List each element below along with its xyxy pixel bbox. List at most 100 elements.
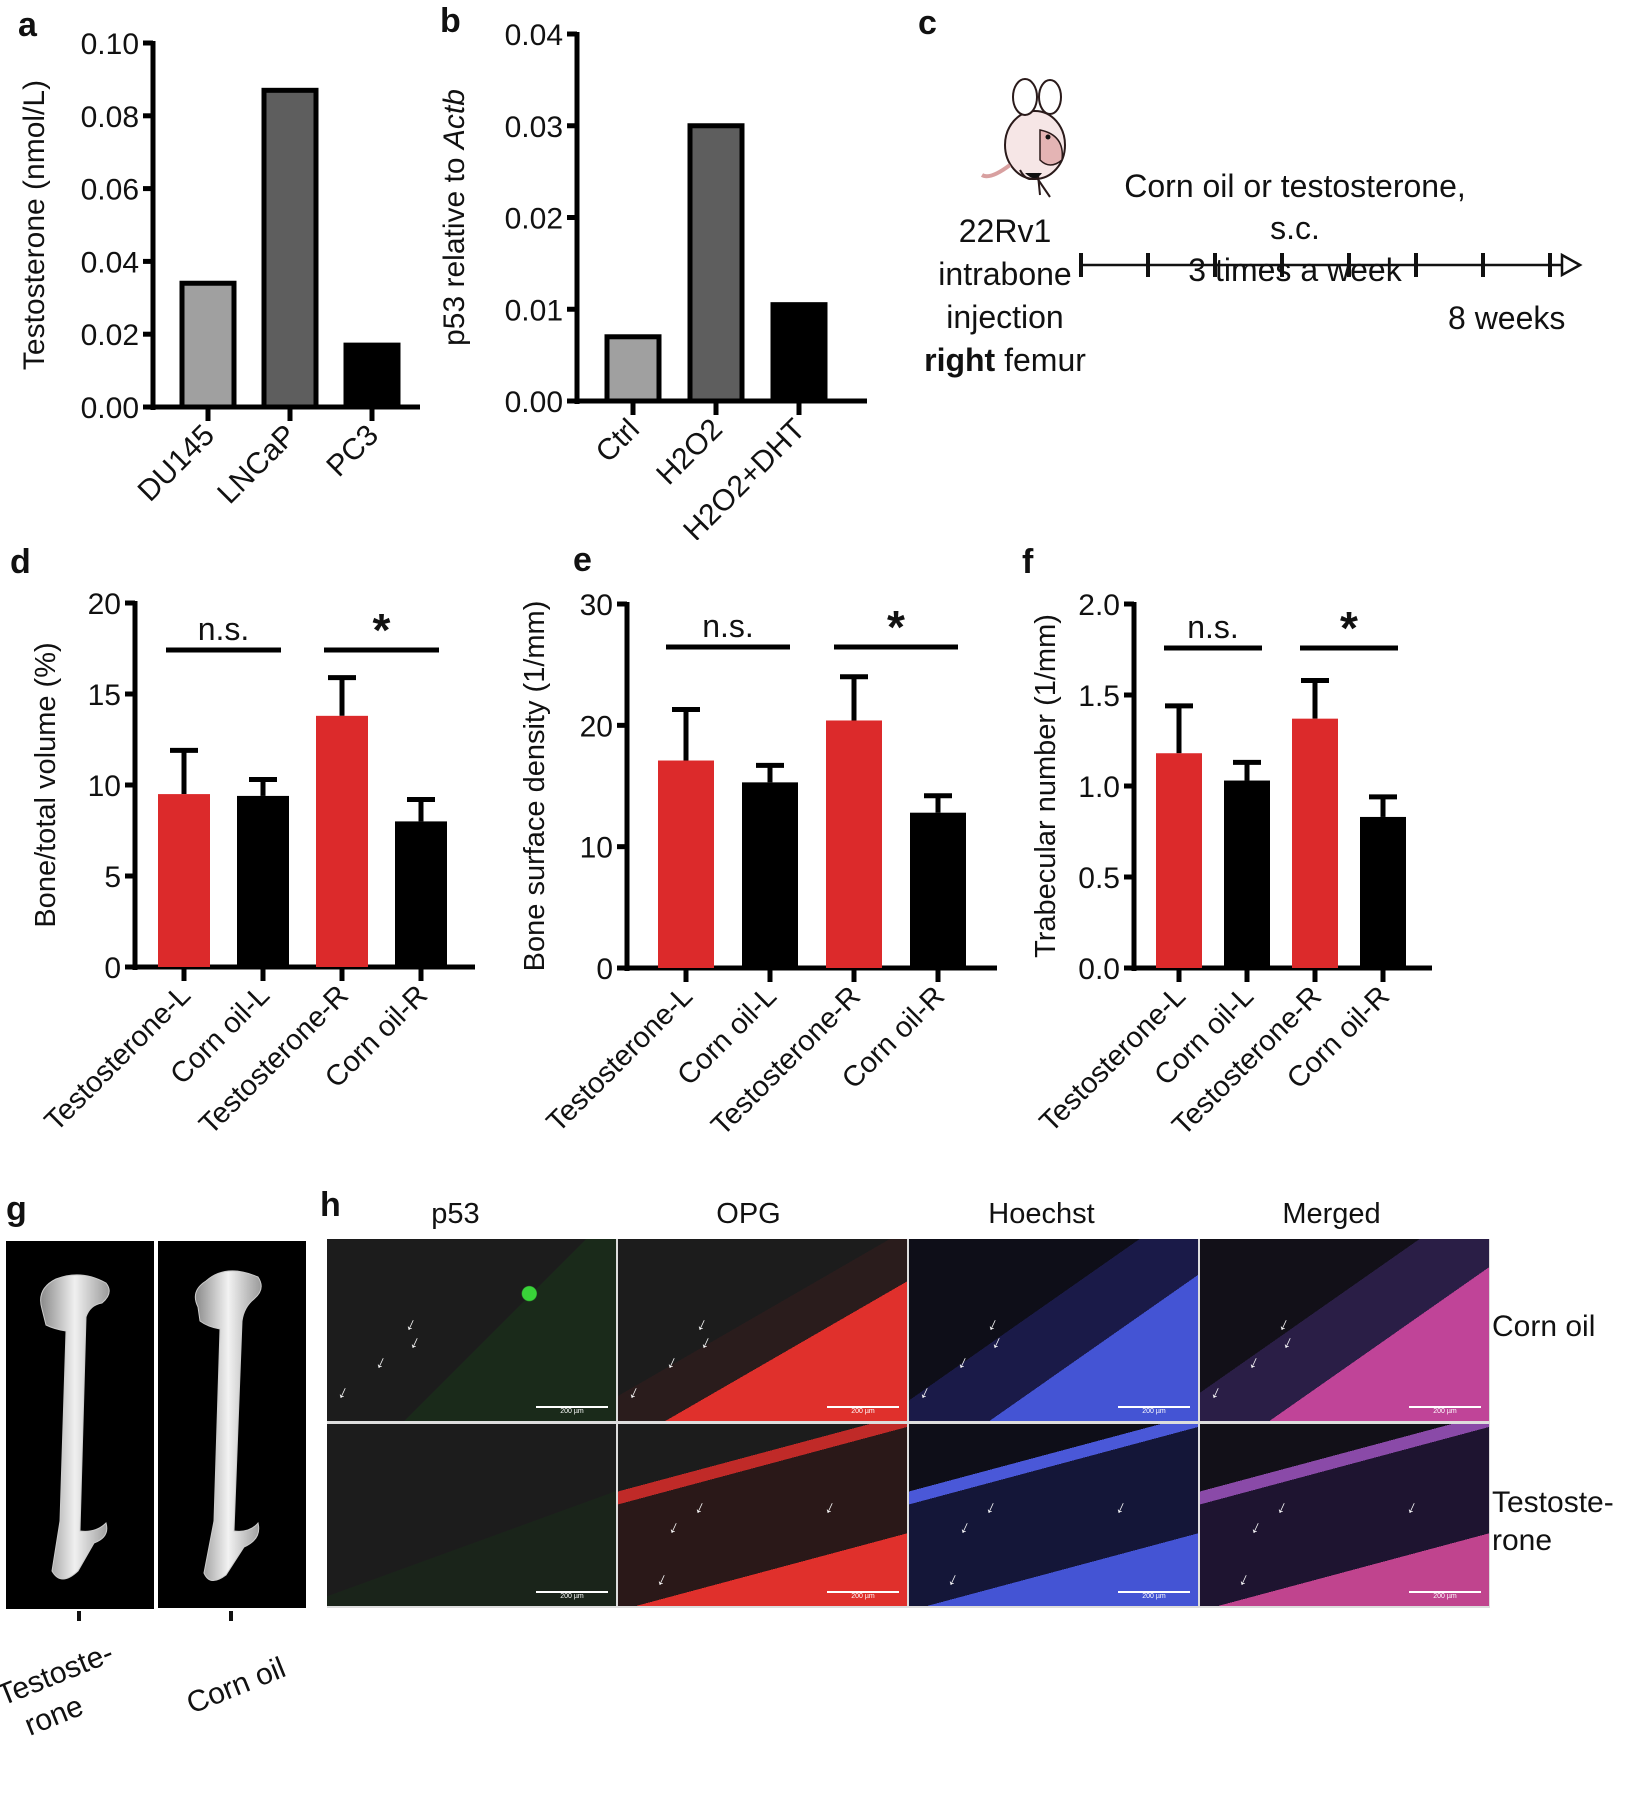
- bone-image-testosterone: [6, 1241, 154, 1609]
- panel-label-b: b: [440, 2, 461, 40]
- svg-text:DU145: DU145: [132, 419, 221, 508]
- svg-text:0.06: 0.06: [81, 174, 139, 207]
- arrow-icon: ↓: [917, 1381, 934, 1403]
- if-tile-merged-row2: 200 µm ↓ ↓ ↓ ↓: [1200, 1424, 1489, 1606]
- if-tile-hoechst-row1: 200 µm ↓ ↓ ↓ ↓: [909, 1239, 1198, 1421]
- svg-text:Ctrl: Ctrl: [590, 413, 646, 469]
- arrow-icon: ↓: [989, 1331, 1006, 1353]
- arrow-icon: ↓: [407, 1331, 424, 1353]
- svg-text:0.0: 0.0: [1078, 953, 1120, 986]
- svg-text:Bone/total volume (%): Bone/total volume (%): [30, 642, 62, 927]
- femur-render-icon: [194, 1270, 262, 1581]
- bar-PC3: [343, 342, 401, 410]
- bone-label-corn-oil: Corn oil: [182, 1651, 291, 1721]
- panel-label-c: c: [918, 4, 937, 42]
- svg-text:10: 10: [88, 770, 121, 803]
- chart-b-canvas: 0.00 0.01 0.02 0.03 0.04 p53 relative to Actb…: [438, 19, 867, 540]
- bar-Testosterone-L: [658, 760, 714, 968]
- svg-text:0.08: 0.08: [81, 101, 139, 134]
- arrow-icon: ↓: [1280, 1331, 1297, 1353]
- svg-text:0.00: 0.00: [81, 392, 139, 425]
- column-header-merged: Merged: [1282, 1198, 1381, 1230]
- injection-type: intrabone: [938, 256, 1072, 292]
- duration-label: 8 weeks: [1448, 300, 1566, 336]
- bar-H2O2+DHT: [770, 302, 828, 404]
- if-tile-p53-row1: 200 µm ↓ ↓ ↓ ↓: [327, 1239, 616, 1421]
- svg-text:0.01: 0.01: [505, 294, 563, 327]
- treatment-line-1: Corn oil or testosterone, s.c.: [1124, 168, 1466, 246]
- arrow-icon: ↓: [957, 1516, 974, 1538]
- bar-Testosterone-L: [158, 794, 210, 967]
- svg-text:0.04: 0.04: [505, 19, 563, 52]
- svg-text:1.0: 1.0: [1078, 771, 1120, 804]
- treatment-line-2: 3 times a week: [1188, 252, 1402, 288]
- svg-text:0.04: 0.04: [81, 246, 139, 279]
- arrow-icon: ↓: [945, 1568, 962, 1590]
- svg-text:LNCaP: LNCaP: [211, 419, 303, 511]
- arrow-icon: ↓: [1248, 1516, 1265, 1538]
- arrow-icon: ↓: [698, 1331, 715, 1353]
- femur-render-icon: [40, 1274, 110, 1580]
- svg-text:20: 20: [580, 710, 613, 743]
- panel-c-schema: 22Rv1 intrabone injection right femur Co…: [900, 0, 1643, 420]
- bar-Testosterone-R: [826, 720, 882, 968]
- svg-text:2.0: 2.0: [1078, 589, 1120, 622]
- svg-text:30: 30: [580, 589, 613, 622]
- arrow-icon: ↓: [1236, 1568, 1253, 1590]
- arrow-icon: ↓: [666, 1516, 683, 1538]
- svg-text:Trabecular number (1/mm): Trabecular number (1/mm): [1030, 614, 1062, 958]
- bone-label-testosterone: Testoste- rone: [0, 1636, 118, 1743]
- svg-text:0.02: 0.02: [505, 203, 563, 236]
- if-tile-hoechst-row2: 200 µm ↓ ↓ ↓ ↓: [909, 1424, 1198, 1606]
- arrow-icon: ↓: [654, 1568, 671, 1590]
- svg-text:H2O2: H2O2: [650, 413, 729, 492]
- bar-Corn oil-L: [742, 782, 798, 968]
- bar-Testosterone-L: [1156, 753, 1202, 968]
- arrow-icon: ↓: [692, 1496, 709, 1518]
- panel-label-a: a: [18, 6, 37, 44]
- svg-text:PC3: PC3: [320, 419, 385, 484]
- bar-Corn oil-L: [1224, 780, 1270, 968]
- scale-bar: 200 µm: [827, 1591, 899, 1600]
- arrow-icon: ↓: [1208, 1381, 1225, 1403]
- if-tile-opg-row2: 200 µm ↓ ↓ ↓ ↓: [618, 1424, 907, 1606]
- panel-label-f: f: [1022, 543, 1034, 581]
- bar-H2O2: [687, 123, 745, 404]
- panel-label-g: g: [6, 1190, 27, 1228]
- scale-bar: 200 µm: [1118, 1406, 1190, 1415]
- svg-text:*: *: [373, 604, 391, 656]
- bar-Corn oil-R: [1360, 816, 1406, 968]
- bar-Corn oil-R: [395, 821, 447, 967]
- svg-text:Testosterone-L: Testosterone-L: [541, 980, 699, 1138]
- scale-bar: 200 µm: [1409, 1591, 1481, 1600]
- chart-e: 0 10 20 30 Bone surface density (1/mm) Testos…: [519, 589, 997, 1142]
- bone-tick-2: [229, 1611, 233, 1621]
- svg-text:0: 0: [104, 952, 121, 985]
- scale-bar: 200 µm: [1409, 1406, 1481, 1415]
- scale-bar: 200 µm: [536, 1591, 608, 1600]
- cell-line: 22Rv1: [958, 213, 1052, 249]
- panel-label-e: e: [573, 541, 592, 579]
- column-header-p53: p53: [431, 1198, 480, 1230]
- svg-text:n.s.: n.s.: [1187, 609, 1239, 645]
- treatment-text: Corn oil or testosterone, s.c. 3 times a…: [1110, 165, 1480, 291]
- column-header-opg: OPG: [716, 1198, 781, 1230]
- immunofluorescence-grid: 200 µm ↓ ↓ ↓ ↓ 200 µm ↓ ↓ ↓ ↓ 200 µm ↓ ↓ ↓ ↓ 200 µm ↓ ↓ ↓ ↓…: [327, 1239, 1490, 1608]
- arrow-icon: ↓: [335, 1381, 352, 1403]
- svg-text:Bone surface density (1/mm): Bone surface density (1/mm): [519, 601, 551, 972]
- injection-text: 22Rv1 intrabone injection right femur: [900, 210, 1110, 382]
- arrow-icon: ↓: [955, 1351, 972, 1373]
- row-label-testosterone: Testoste- rone: [1492, 1486, 1614, 1557]
- svg-text:Testosterone-R: Testosterone-R: [705, 980, 867, 1142]
- arrow-icon: ↓: [1274, 1496, 1291, 1518]
- bone-image-corn-oil: [158, 1241, 306, 1608]
- svg-text:0: 0: [596, 953, 613, 986]
- arrow-icon: ↓: [664, 1351, 681, 1373]
- mouse-icon: [980, 78, 1066, 198]
- arrow-icon: ↓: [1404, 1496, 1421, 1518]
- svg-text:10: 10: [580, 832, 613, 865]
- panel-label-h: h: [320, 1186, 341, 1224]
- bar-Testosterone-R: [316, 715, 368, 967]
- if-tile-p53-row2: 200 µm: [327, 1424, 616, 1606]
- svg-text:15: 15: [88, 679, 121, 712]
